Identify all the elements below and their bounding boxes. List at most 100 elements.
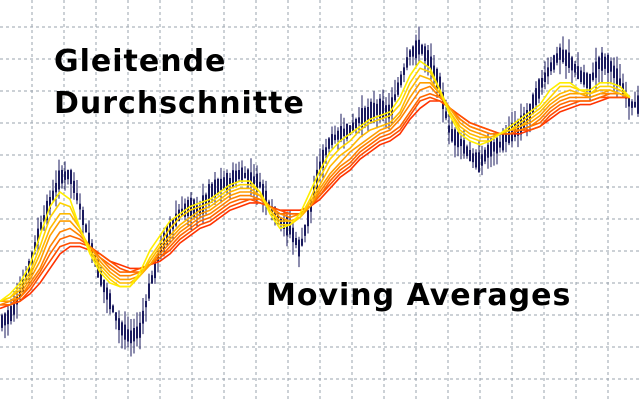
candle-body: [256, 173, 258, 192]
candle-body: [331, 134, 333, 146]
candle-body: [136, 326, 138, 339]
candle-body: [298, 239, 300, 257]
candle-body: [244, 172, 246, 179]
candle-body: [541, 77, 543, 88]
candle-body: [175, 213, 177, 226]
candle-body: [43, 215, 45, 222]
candle-body: [130, 330, 132, 344]
candle-body: [4, 313, 6, 326]
ma-line-4: [0, 82, 631, 302]
candle-body: [52, 190, 54, 200]
candle-body: [382, 100, 384, 119]
candle-body: [301, 238, 303, 246]
candle-body: [322, 149, 324, 168]
candle-body: [151, 275, 153, 284]
candle-body: [337, 130, 339, 140]
candle-body: [394, 94, 396, 101]
candle-body: [226, 172, 228, 192]
candle-body: [262, 183, 264, 199]
candle-body: [76, 193, 78, 201]
candle-body: [124, 324, 126, 340]
candle-body: [577, 66, 579, 80]
candle-body: [379, 98, 381, 118]
candle-body: [148, 283, 150, 299]
candle-body: [496, 138, 498, 154]
candle-body: [370, 101, 372, 122]
candle-body: [634, 101, 636, 108]
candle-body: [502, 132, 504, 151]
candle-body: [493, 142, 495, 152]
candle-body: [478, 152, 480, 172]
candle-body: [292, 227, 294, 243]
candle-body: [436, 68, 438, 89]
candle-body: [25, 272, 27, 281]
subtitle-label: Moving Averages: [266, 278, 572, 313]
candle-body: [619, 78, 621, 88]
candle-body: [10, 306, 12, 322]
candle-body: [238, 170, 240, 180]
candle-body: [553, 55, 555, 70]
candle-body: [157, 253, 159, 262]
candle-body: [415, 40, 417, 59]
candle-body: [55, 182, 57, 193]
candle-body: [106, 287, 108, 300]
moving-average-ribbon: [0, 60, 631, 310]
candle-body: [475, 152, 477, 168]
candle-body: [466, 146, 468, 157]
candle-body: [217, 179, 219, 194]
candle-body: [220, 178, 222, 190]
candle-body: [205, 194, 207, 205]
candle-body: [568, 52, 570, 68]
candle-body: [49, 196, 51, 209]
candle-body: [259, 181, 261, 188]
candle-body: [208, 184, 210, 204]
candle-body: [457, 131, 459, 148]
title-line-2: Durchschnitte: [54, 86, 305, 121]
candle-body: [307, 210, 309, 227]
candle-body: [451, 129, 453, 142]
candle-body: [304, 224, 306, 236]
candle-body: [559, 47, 561, 60]
candle-body: [361, 108, 363, 128]
candle-body: [127, 329, 129, 342]
candle-body: [409, 50, 411, 57]
candle-body: [574, 63, 576, 73]
candle-body: [274, 207, 276, 221]
ma-line-1: [0, 60, 631, 302]
candle-body: [316, 169, 318, 190]
candle-body: [58, 170, 60, 190]
candle-body: [358, 117, 360, 124]
candle-body: [64, 171, 66, 180]
candle-body: [364, 107, 366, 124]
candle-body: [349, 125, 351, 135]
candle-body: [403, 67, 405, 75]
candle-body: [406, 57, 408, 68]
candle-body: [367, 106, 369, 120]
candle-body: [556, 53, 558, 63]
candle-body: [103, 279, 105, 293]
candle-body: [460, 138, 462, 147]
candle-body: [586, 73, 588, 89]
candle-body: [526, 109, 528, 123]
ma-line-8: [0, 96, 630, 310]
candle-body: [607, 54, 609, 74]
candle-body: [289, 222, 291, 235]
candle-body: [637, 95, 639, 114]
candle-body: [355, 118, 357, 129]
candle-body: [481, 154, 483, 166]
candle-body: [628, 98, 630, 107]
candle-body: [571, 57, 573, 71]
candle-body: [319, 161, 321, 172]
candle-body: [610, 61, 612, 72]
candle-body: [445, 111, 447, 119]
candle-body: [418, 39, 420, 55]
candle-body: [343, 128, 345, 137]
candle-body: [427, 50, 429, 66]
candle-body: [112, 305, 114, 313]
candle-body: [538, 79, 540, 99]
candle-body: [535, 88, 537, 106]
candle-body: [229, 177, 231, 185]
candle-body: [391, 97, 393, 115]
candle-body: [499, 141, 501, 148]
